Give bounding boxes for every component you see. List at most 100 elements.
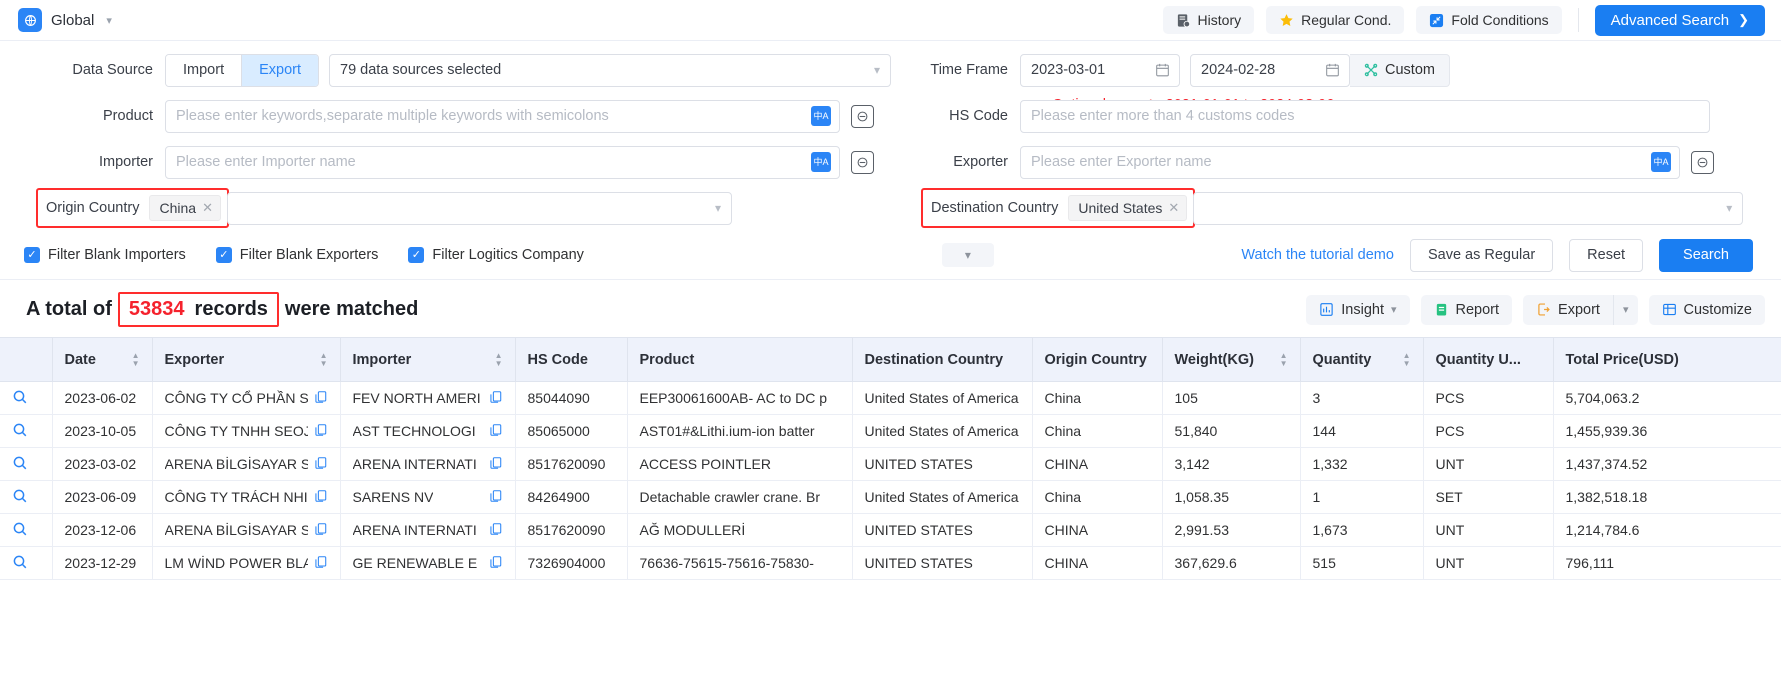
table-row[interactable]: 2023-12-06 ARENA BİLGİSAYAR S ARENA INTERN… — [0, 513, 1781, 547]
customize-button[interactable]: Customize — [1648, 294, 1765, 325]
row-detail-button[interactable] — [0, 480, 53, 514]
export-button[interactable]: Export — [1523, 294, 1613, 325]
column-quantity[interactable]: Quantity ▲ ▼ — [1300, 337, 1424, 382]
search-icon[interactable] — [12, 522, 28, 540]
row-detail-button[interactable] — [0, 546, 53, 580]
filter-logistics-company[interactable]: ✓ Filter Logitics Company — [408, 247, 584, 263]
translate-icon[interactable]: 中A — [811, 152, 831, 172]
table-row[interactable]: 2023-03-02 ARENA BİLGİSAYAR S ARENA INTERN… — [0, 447, 1781, 481]
tutorial-demo-link[interactable]: Watch the tutorial demo — [1241, 247, 1394, 263]
checkbox-icon[interactable]: ✓ — [408, 247, 425, 263]
copy-icon[interactable] — [314, 390, 328, 407]
search-icon[interactable] — [12, 456, 28, 474]
sort-icon[interactable]: ▲ ▼ — [494, 351, 503, 368]
row-detail-button[interactable] — [0, 381, 53, 415]
reset-button[interactable]: Reset — [1569, 238, 1644, 272]
calendar-icon[interactable] — [1325, 63, 1340, 78]
table-row[interactable]: 2023-06-09 CÔNG TY TRÁCH NHIỆ SARENS NV 842… — [0, 480, 1781, 514]
custom-label: Custom — [1385, 62, 1435, 78]
copy-icon[interactable] — [314, 456, 328, 473]
checkbox-icon[interactable]: ✓ — [24, 247, 40, 263]
origin-country-field[interactable]: ▾ — [226, 191, 732, 225]
search-icon[interactable] — [12, 489, 28, 507]
history-icon — [1176, 13, 1191, 28]
remove-condition-icon[interactable] — [851, 150, 874, 174]
time-to-input[interactable]: 2024-02-28 — [1190, 53, 1350, 87]
custom-range-button[interactable]: Custom — [1350, 53, 1450, 87]
chevron-down-icon[interactable]: ▾ — [714, 201, 721, 215]
collapse-conditions-button[interactable]: ▾ — [941, 243, 994, 267]
translate-icon[interactable]: 中A — [1651, 152, 1671, 172]
copy-icon[interactable] — [314, 423, 328, 440]
filter-blank-exporters[interactable]: ✓ Filter Blank Exporters — [215, 247, 378, 263]
calendar-icon[interactable] — [1155, 63, 1170, 78]
column-date[interactable]: Date ▲ ▼ — [52, 337, 153, 382]
chevron-down-icon[interactable]: ▾ — [873, 63, 881, 77]
export-dropdown-button[interactable]: ▾ — [1612, 294, 1638, 325]
column-weight[interactable]: Weight(KG) ▲ ▼ — [1162, 337, 1301, 382]
history-button[interactable]: History — [1162, 6, 1255, 34]
filter-blank-importers[interactable]: ✓ Filter Blank Importers — [24, 247, 186, 263]
sort-icon[interactable]: ▲ ▼ — [1279, 351, 1288, 368]
time-from-input[interactable]: 2023-03-01 — [1020, 53, 1180, 87]
close-icon[interactable]: ✕ — [1168, 200, 1180, 215]
table-row[interactable]: 2023-10-05 CÔNG TY TNHH SEOJI AST TECHNOLO… — [0, 414, 1781, 448]
chevron-down-icon[interactable]: ▾ — [106, 14, 112, 27]
copy-icon[interactable] — [489, 390, 503, 407]
copy-icon[interactable] — [489, 456, 503, 473]
cell-importer: ARENA INTERNATI — [340, 447, 516, 481]
product-input[interactable]: Please enter keywords,separate multiple … — [165, 99, 840, 133]
search-icon[interactable] — [12, 555, 28, 573]
cell-hs-code: 7326904000 — [515, 546, 628, 580]
segment-export[interactable]: Export — [241, 54, 319, 86]
segment-import[interactable]: Import — [166, 54, 242, 86]
translate-icon[interactable]: 中A — [811, 106, 831, 126]
exporter-input[interactable]: Please enter Exporter name 中A — [1020, 145, 1680, 179]
copy-icon[interactable] — [314, 555, 328, 572]
copy-icon[interactable] — [489, 489, 503, 506]
data-source-select[interactable]: 79 data sources selected ▾ — [329, 53, 892, 87]
import-export-segment[interactable]: Import Export — [165, 53, 320, 87]
row-detail-button[interactable] — [0, 447, 53, 481]
remove-condition-icon[interactable] — [1691, 150, 1714, 174]
column-hs-code-label: HS Code — [527, 351, 588, 368]
copy-icon[interactable] — [489, 555, 503, 572]
brand-switcher[interactable]: Global ▾ — [18, 8, 112, 32]
row-detail-button[interactable] — [0, 513, 53, 547]
destination-country-tag[interactable]: United States ✕ — [1068, 195, 1188, 221]
cell-weight: 2,991.53 — [1162, 513, 1301, 547]
column-quantity-unit-label: Quantity U... — [1435, 351, 1521, 368]
remove-condition-icon[interactable] — [851, 104, 874, 128]
regular-cond-button[interactable]: Regular Cond. — [1266, 6, 1405, 34]
search-icon[interactable] — [12, 390, 28, 408]
chevron-down-icon[interactable]: ▾ — [1390, 304, 1397, 316]
fold-conditions-button[interactable]: Fold Conditions — [1416, 6, 1562, 34]
report-button[interactable]: Report — [1420, 294, 1513, 325]
search-button[interactable]: Search — [1659, 238, 1753, 272]
close-icon[interactable]: ✕ — [202, 200, 213, 215]
importer-input[interactable]: Please enter Importer name 中A — [165, 145, 840, 179]
destination-country-field[interactable]: ▾ — [1193, 191, 1744, 225]
sort-icon[interactable]: ▲ ▼ — [131, 351, 140, 368]
copy-icon[interactable] — [314, 522, 328, 539]
chevron-down-icon[interactable]: ▾ — [1726, 201, 1733, 215]
column-exporter[interactable]: Exporter ▲ ▼ — [152, 337, 341, 382]
table-row[interactable]: 2023-06-02 CÔNG TY CỔ PHẦN SẢ FEV NORTH AM… — [0, 381, 1781, 415]
advanced-search-button[interactable]: Advanced Search ❯ — [1594, 4, 1765, 36]
copy-icon[interactable] — [489, 423, 503, 440]
table-row[interactable]: 2023-12-29 LM WİND POWER BLA GE RENEWABLE … — [0, 546, 1781, 580]
save-as-regular-button[interactable]: Save as Regular — [1409, 238, 1554, 272]
copy-icon[interactable] — [314, 489, 328, 506]
cell-importer: SARENS NV — [340, 480, 516, 514]
origin-country-tag[interactable]: China ✕ — [149, 195, 221, 221]
checkbox-icon[interactable]: ✓ — [215, 247, 232, 263]
hs-code-input[interactable]: Please enter more than 4 customs codes — [1020, 99, 1710, 133]
insight-button[interactable]: Insight ▾ — [1306, 294, 1410, 325]
copy-icon[interactable] — [489, 522, 503, 539]
sort-icon[interactable]: ▲ ▼ — [319, 351, 328, 368]
column-quantity-label: Quantity — [1312, 351, 1372, 368]
sort-icon[interactable]: ▲ ▼ — [1402, 351, 1411, 368]
row-detail-button[interactable] — [0, 414, 53, 448]
search-icon[interactable] — [12, 423, 28, 441]
column-importer[interactable]: Importer ▲ ▼ — [340, 337, 516, 382]
